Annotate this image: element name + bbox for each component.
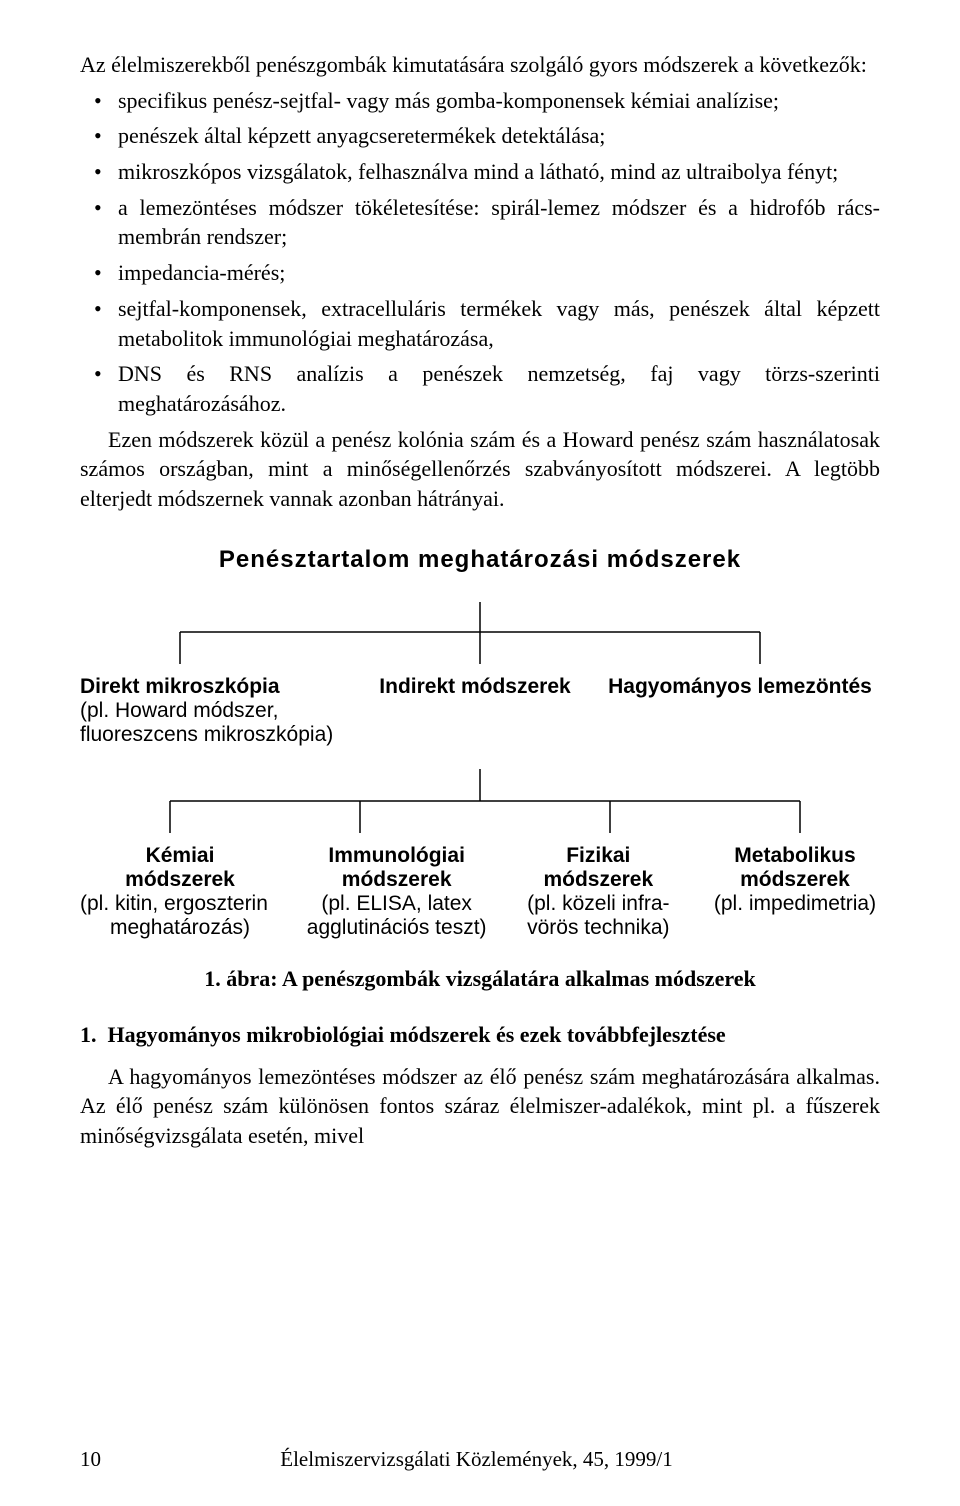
bullet-item: a lemezöntéses módszer tökéletesítése: s… bbox=[80, 193, 880, 252]
node-title: módszerek bbox=[710, 868, 880, 892]
node-title: módszerek bbox=[513, 868, 683, 892]
node-sub: (pl. impedimetria) bbox=[710, 892, 880, 916]
footer-spacer bbox=[852, 1447, 880, 1472]
node-title: Fizikai bbox=[513, 844, 683, 868]
node-sub: agglutinációs teszt) bbox=[307, 916, 487, 940]
node-title: Immunológiai bbox=[307, 844, 487, 868]
bullet-item: sejtfal-komponensek, extracelluláris ter… bbox=[80, 294, 880, 353]
tree-row-2: Kémiai módszerek (pl. kitin, ergoszterin… bbox=[80, 844, 880, 940]
diagram-title: Penésztartalom meghatározási módszerek bbox=[80, 546, 880, 574]
tree-node-immunologiai: Immunológiai módszerek (pl. ELISA, latex… bbox=[307, 844, 487, 940]
node-title: Metabolikus bbox=[710, 844, 880, 868]
tree-node-indirekt: Indirekt módszerek bbox=[370, 675, 580, 747]
node-sub: meghatározás) bbox=[80, 916, 280, 940]
tree-node-direkt: Direkt mikroszkópia (pl. Howard módszer,… bbox=[80, 675, 350, 747]
node-sub: vörös technika) bbox=[513, 916, 683, 940]
bullet-item: specifikus penész-sejtfal- vagy más gomb… bbox=[80, 86, 880, 116]
journal-name: Élelmiszervizsgálati Közlemények, 45, 19… bbox=[101, 1447, 852, 1472]
node-sub: (pl. Howard módszer, bbox=[80, 699, 350, 723]
page-number: 10 bbox=[80, 1447, 101, 1472]
bullet-list: specifikus penész-sejtfal- vagy más gomb… bbox=[80, 86, 880, 419]
section-paragraph: A hagyományos lemezöntéses módszer az él… bbox=[80, 1062, 880, 1151]
page: Az élelmiszerekből penészgombák kimutatá… bbox=[0, 0, 960, 1506]
tree-row-1: Direkt mikroszkópia (pl. Howard módszer,… bbox=[80, 675, 880, 747]
tree-connector-2 bbox=[80, 769, 880, 833]
node-title: módszerek bbox=[307, 868, 487, 892]
node-sub: fluoreszcens mikroszkópia) bbox=[80, 723, 350, 747]
page-footer: 10 Élelmiszervizsgálati Közlemények, 45,… bbox=[80, 1447, 880, 1472]
figure-caption: 1. ábra: A penészgombák vizsgálatára alk… bbox=[80, 966, 880, 992]
bullet-item: impedancia-mérés; bbox=[80, 258, 880, 288]
node-title: Indirekt módszerek bbox=[370, 675, 580, 699]
paragraph-after-list: Ezen módszerek közül a penész kolónia sz… bbox=[80, 425, 880, 514]
tree-node-fizikai: Fizikai módszerek (pl. közeli infra- vör… bbox=[513, 844, 683, 940]
node-title: módszerek bbox=[80, 868, 280, 892]
section-heading: 1. Hagyományos mikrobiológiai módszerek … bbox=[80, 1022, 880, 1048]
intro-paragraph: Az élelmiszerekből penészgombák kimutatá… bbox=[80, 50, 880, 80]
bullet-item: mikroszkópos vizsgálatok, felhasználva m… bbox=[80, 157, 880, 187]
node-sub: (pl. közeli infra- bbox=[513, 892, 683, 916]
tree-connector-1 bbox=[80, 602, 880, 664]
node-title: Kémiai bbox=[80, 844, 280, 868]
tree-node-metabolikus: Metabolikus módszerek (pl. impedimetria) bbox=[710, 844, 880, 940]
tree-node-kemiai: Kémiai módszerek (pl. kitin, ergoszterin… bbox=[80, 844, 280, 940]
node-sub: (pl. ELISA, latex bbox=[307, 892, 487, 916]
tree-node-hagyomanyos: Hagyományos lemezöntés bbox=[600, 675, 880, 747]
bullet-item: DNS és RNS analízis a penészek nemzetség… bbox=[80, 359, 880, 418]
bullet-item: penészek által képzett anyagcsereterméke… bbox=[80, 121, 880, 151]
node-title: Hagyományos lemezöntés bbox=[600, 675, 880, 699]
node-title: Direkt mikroszkópia bbox=[80, 675, 350, 699]
node-sub: (pl. kitin, ergoszterin bbox=[80, 892, 280, 916]
tree-diagram: Penésztartalom meghatározási módszerek D… bbox=[80, 546, 880, 940]
